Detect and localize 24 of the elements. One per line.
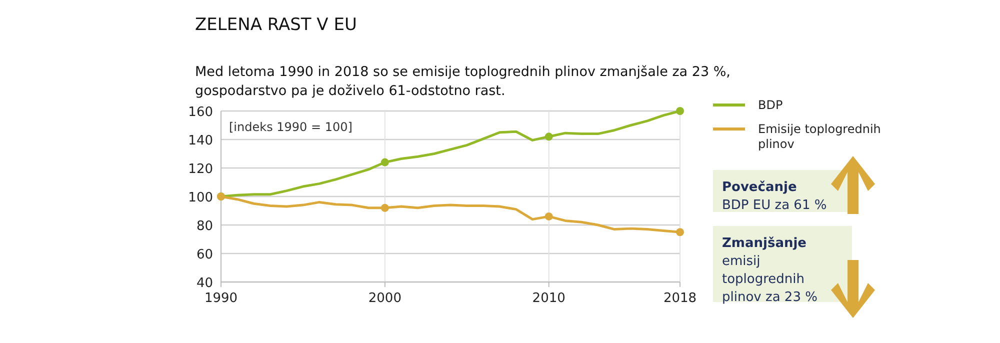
point xyxy=(676,107,684,115)
point xyxy=(544,212,553,220)
y-tick-label: 100 xyxy=(188,190,213,206)
point xyxy=(544,132,553,141)
x-tick-label: 2018 xyxy=(663,291,697,306)
legend-label: Emisije toplogrednih plinov xyxy=(758,122,881,151)
y-tick-label: 80 xyxy=(196,219,213,234)
point xyxy=(380,158,389,166)
annotation: [indeks 1990 = 100] xyxy=(229,120,352,134)
y-tick-label: 120 xyxy=(188,162,213,177)
text: Povečanje BDP EU za 61 % xyxy=(722,180,827,213)
point xyxy=(380,204,389,212)
x-tick-label: 2010 xyxy=(532,291,566,306)
y-tick-label: 140 xyxy=(188,134,213,148)
legend-label: BDP xyxy=(758,98,783,112)
x-tick-label: 2000 xyxy=(368,291,402,306)
y-tick-label: 160 xyxy=(188,105,213,120)
y-tick-label: 40 xyxy=(196,276,213,291)
text: Zmanjšanje emisij toplogrednih plinov za 23 % xyxy=(722,236,818,305)
y-tick-label: 60 xyxy=(196,248,213,262)
x-tick-label: 1990 xyxy=(204,291,238,306)
chart-subtitle: Med letoma 1990 in 2018 so se emisije toplogrednih plinov zmanjšale za 23 %, gospodarstvo pa je doživelo 61-odstotno rast. xyxy=(195,64,730,99)
point xyxy=(676,228,684,236)
chart-title: ZELENA RAST V EU xyxy=(195,15,357,35)
